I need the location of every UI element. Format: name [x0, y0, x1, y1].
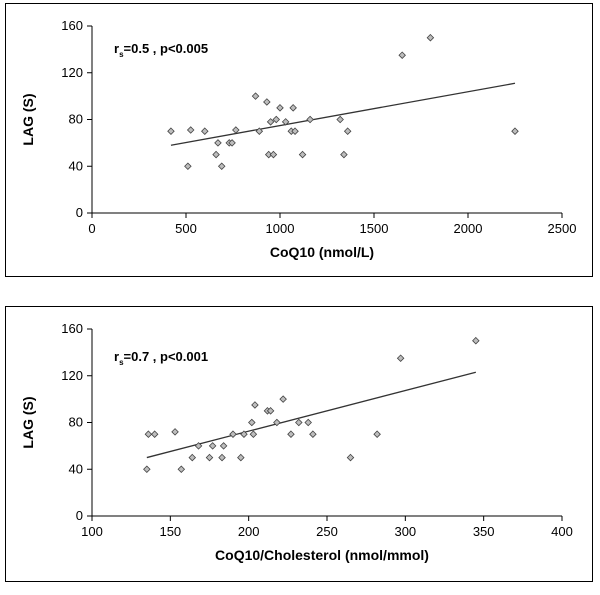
data-point [171, 428, 179, 436]
x-tick-label: 1000 [266, 221, 295, 236]
data-point [273, 418, 281, 427]
stats-r-subscript: s [119, 50, 124, 59]
data-point [396, 354, 405, 362]
data-point [144, 430, 153, 438]
data-point [167, 127, 175, 135]
x-tick-label: 2500 [548, 221, 577, 236]
data-point [229, 430, 237, 438]
chart-panel-coq10-cholesterol: 0 40 80 120 160 100 150 200 250 300 350 400 CoQ10/Ch… [5, 306, 593, 582]
data-point [269, 150, 278, 159]
y-tick-label: 120 [61, 368, 83, 383]
data-point [287, 430, 295, 438]
y-axis-title: LAG (S) [20, 93, 36, 145]
stats-values: =0.5 , p<0.005 [124, 41, 209, 56]
data-point [188, 453, 197, 462]
x-tick-label: 250 [316, 524, 338, 539]
data-point [251, 401, 259, 409]
y-tick-label: 0 [76, 508, 83, 523]
chart-panel-coq10: 0 40 80 120 160 0 500 1000 1500 2000 2500 CoQ10 (nm… [5, 3, 593, 277]
data-point [336, 115, 344, 124]
data-point [219, 442, 228, 450]
data-point [150, 430, 159, 438]
data-point [201, 127, 209, 135]
data-point [218, 453, 226, 462]
x-tick-label: 400 [551, 524, 573, 539]
y-tick-label: 40 [69, 461, 83, 476]
data-point [340, 150, 348, 159]
trend-line [170, 82, 516, 146]
x-tick-label: 150 [159, 524, 181, 539]
data-point [186, 126, 195, 134]
data-point [266, 407, 275, 415]
data-point [398, 51, 406, 59]
scatter-chart-coq10-cholesterol: 0 40 80 120 160 100 150 200 250 300 350 400 CoQ10/Ch… [20, 321, 573, 563]
x-tick-label: 1500 [360, 221, 389, 236]
data-point [306, 115, 314, 124]
data-point [511, 127, 519, 135]
x-tick-label: 300 [394, 524, 416, 539]
trend-line [146, 371, 476, 459]
data-point [272, 115, 281, 124]
data-point [232, 126, 240, 134]
data-point [249, 430, 258, 438]
data-point [255, 127, 264, 135]
data-point [266, 118, 275, 126]
data-point [143, 465, 151, 474]
data-point [228, 139, 236, 147]
data-point [208, 442, 217, 450]
x-tick-label: 500 [175, 221, 197, 236]
data-point [309, 430, 317, 438]
y-tick-label: 160 [61, 18, 83, 33]
data-point [276, 104, 284, 112]
stats-values: =0.7 , p<0.001 [124, 349, 209, 364]
data-point [343, 127, 352, 135]
data-point [281, 118, 290, 126]
y-tick-label: 80 [69, 415, 83, 430]
data-point [177, 465, 186, 474]
data-point [291, 127, 299, 135]
data-point [298, 150, 307, 159]
x-tick-label: 2000 [454, 221, 483, 236]
data-point [426, 33, 435, 42]
data-point [289, 104, 297, 112]
stats-r-symbol: r [114, 349, 119, 364]
stats-r-symbol: r [114, 41, 119, 56]
data-point [240, 430, 248, 438]
data-point [251, 92, 260, 100]
x-axis-title: CoQ10/Cholesterol (nmol/mmol) [215, 547, 429, 563]
data-point [346, 453, 355, 462]
data-point [279, 395, 287, 403]
stats-annotation: rs=0.5 , p<0.005 [114, 41, 208, 59]
y-axis-title: LAG (S) [20, 396, 36, 448]
data-point [295, 418, 303, 427]
data-point [373, 430, 381, 438]
y-tick-label: 40 [69, 158, 83, 173]
stats-r-subscript: s [119, 358, 124, 367]
data-point [212, 150, 220, 159]
scatter-chart-coq10: 0 40 80 120 160 0 500 1000 1500 2000 2500 CoQ10 (nm… [20, 18, 577, 260]
stats-annotation: rs=0.7 , p<0.001 [114, 349, 208, 367]
x-tick-label: 0 [88, 221, 95, 236]
y-tick-label: 80 [69, 112, 83, 127]
data-point [472, 336, 480, 345]
data-point [263, 98, 271, 106]
data-point [217, 162, 226, 171]
data-point [237, 453, 245, 462]
x-tick-label: 350 [473, 524, 495, 539]
data-point [184, 162, 192, 171]
x-tick-label: 200 [238, 524, 260, 539]
y-tick-label: 0 [76, 205, 83, 220]
y-tick-label: 120 [61, 65, 83, 80]
x-tick-label: 100 [81, 524, 103, 539]
data-point [248, 418, 256, 427]
data-point [304, 418, 312, 427]
data-point [194, 442, 203, 450]
data-point [214, 139, 222, 147]
x-axis-title: CoQ10 (nmol/L) [270, 244, 374, 260]
y-tick-label: 160 [61, 321, 83, 336]
data-point [205, 453, 214, 462]
